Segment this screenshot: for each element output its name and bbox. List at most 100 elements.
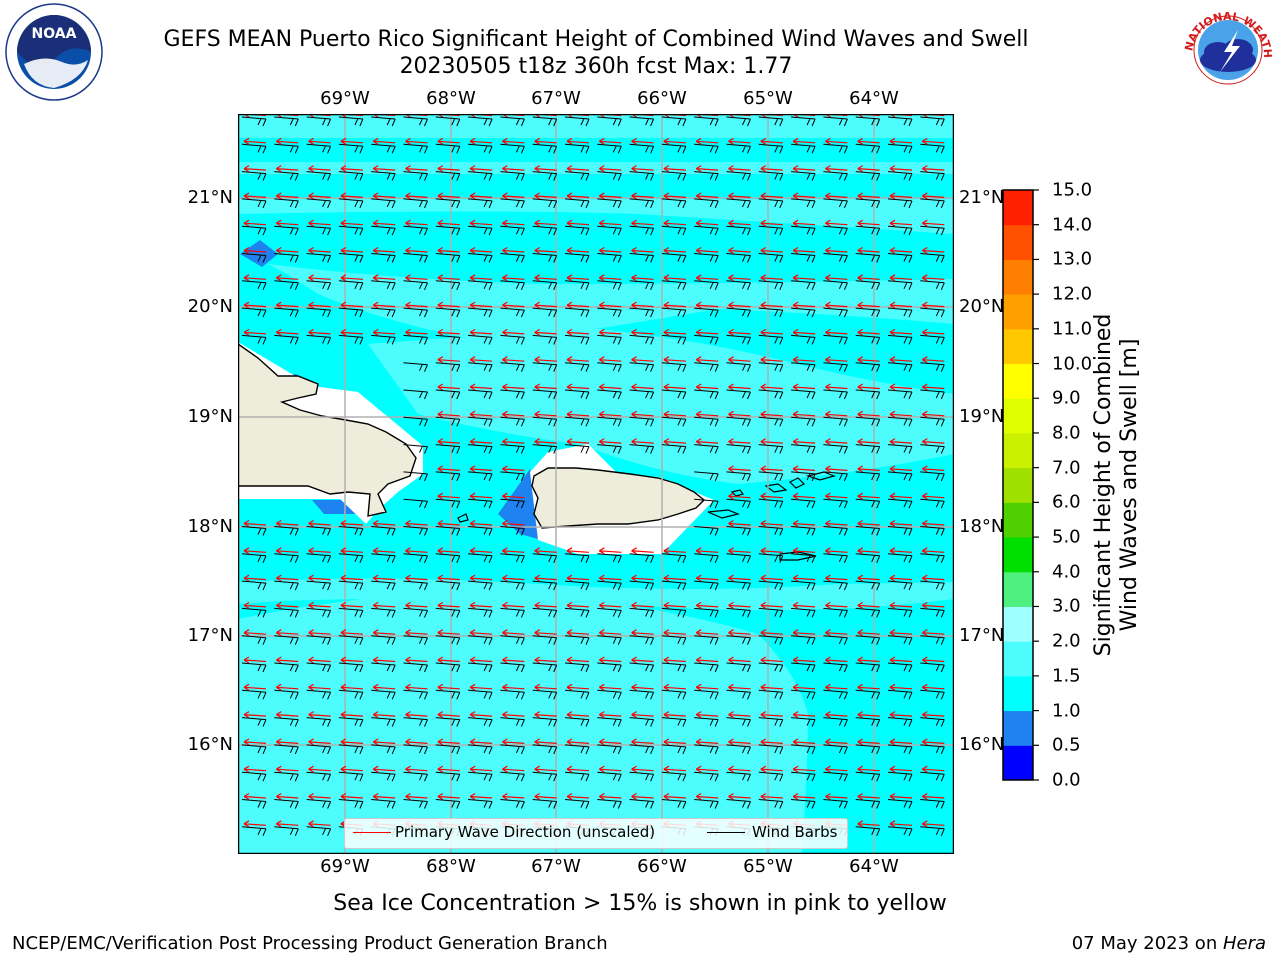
- wave-direction-arrow: [921, 519, 945, 528]
- wind-barb: [306, 771, 332, 782]
- wind-barb: [306, 307, 332, 318]
- wind-barb: [920, 580, 945, 591]
- wind-barb: [500, 553, 525, 563]
- wave-direction-arrow: [889, 820, 913, 828]
- wave-direction-arrow: [825, 711, 848, 719]
- wave-direction-arrow: [857, 629, 880, 637]
- wind-barb: [532, 171, 558, 181]
- wave-direction-arrow: [598, 410, 622, 418]
- wave-direction-arrow: [469, 246, 493, 255]
- wave-direction-arrow: [728, 656, 751, 664]
- wind-barb: [532, 198, 558, 209]
- wind-barb: [371, 744, 396, 755]
- colorbar-tick-label: 8.0: [1052, 422, 1081, 444]
- wind-barb: [758, 744, 784, 755]
- wave-direction-arrow: [889, 246, 913, 255]
- wind-barb: [855, 689, 881, 700]
- wave-direction-arrow: [275, 711, 299, 719]
- colorbar-title-line1: Significant Height of Combined: [1091, 313, 1116, 657]
- wave-direction-arrow: [921, 219, 945, 227]
- wave-direction-arrow: [728, 192, 751, 200]
- wind-barb: [823, 744, 848, 755]
- wave-direction-arrow: [695, 383, 719, 391]
- wind-barb: [758, 799, 784, 809]
- wind-barb: [274, 253, 299, 263]
- wave-direction-arrow: [308, 301, 331, 309]
- wave-direction-arrow: [469, 547, 493, 555]
- wind-barb: [403, 580, 428, 591]
- footer-host: Hera: [1222, 933, 1266, 954]
- wind-barb: [403, 717, 428, 727]
- wind-barb: [791, 143, 816, 154]
- wind-barb: [887, 744, 913, 755]
- wind-barb: [468, 498, 493, 509]
- wave-direction-arrow: [437, 301, 460, 309]
- wind-barb: [500, 689, 525, 700]
- wave-direction-arrow: [566, 383, 590, 391]
- wave-direction-arrow: [631, 738, 654, 746]
- wave-direction-arrow: [308, 820, 331, 828]
- wave-direction-arrow: [372, 328, 396, 336]
- wind-barb: [241, 635, 267, 645]
- wind-barb: [726, 143, 751, 154]
- wind-barb: [887, 171, 913, 181]
- wind-barb: [823, 771, 848, 782]
- wave-direction-arrow: [889, 137, 913, 145]
- wave-direction-arrow: [534, 629, 557, 637]
- wind-barb: [435, 198, 461, 209]
- wave-direction-arrow: [340, 738, 363, 746]
- wind-barb: [758, 526, 784, 536]
- wave-direction-arrow: [372, 219, 396, 227]
- wave-direction-arrow: [275, 192, 299, 200]
- wave-direction-arrow: [243, 792, 267, 801]
- wave-direction-arrow: [663, 301, 686, 309]
- lon-label-top: 67°W: [531, 88, 581, 109]
- wave-direction-arrow: [663, 165, 686, 173]
- wind-barb: [887, 334, 913, 345]
- wind-barb: [403, 744, 428, 755]
- wind-barb: [694, 717, 719, 727]
- wave-direction-arrow: [502, 219, 525, 227]
- wind-barb: [758, 225, 784, 236]
- wave-direction-arrow: [598, 547, 622, 555]
- wave-direction-arrow: [921, 765, 945, 773]
- wind-barb: [726, 471, 751, 482]
- wave-direction-arrow: [631, 410, 654, 418]
- colorbar-segment: [1003, 710, 1033, 746]
- wind-barb: [274, 280, 299, 290]
- wind-barb: [500, 471, 525, 482]
- wind-barb: [403, 334, 428, 345]
- wave-direction-arrow: [437, 492, 460, 500]
- wind-barb: [791, 744, 816, 755]
- wave-direction-arrow: [921, 301, 945, 309]
- wave-direction-arrow: [502, 465, 525, 473]
- wave-direction-arrow: [534, 547, 557, 555]
- wind-barb: [823, 717, 848, 727]
- wind-barb: [597, 689, 622, 700]
- wind-barb: [855, 307, 881, 318]
- wind-barb: [371, 143, 396, 154]
- wind-barb: [661, 280, 687, 290]
- wind-barb: [823, 662, 848, 673]
- wave-direction-arrow: [631, 574, 654, 582]
- wind-barb: [338, 689, 364, 700]
- wave-direction-arrow: [792, 383, 816, 391]
- wave-direction-arrow: [857, 192, 880, 200]
- wind-barb: [855, 526, 881, 536]
- wind-barb: [726, 334, 751, 345]
- wave-direction-arrow: [598, 629, 622, 637]
- wind-barb: [791, 635, 816, 645]
- wave-direction-arrow: [663, 438, 686, 446]
- wave-direction-arrow: [921, 165, 945, 173]
- wind-barb: [338, 580, 364, 591]
- colorbar-tick-label: 3.0: [1052, 595, 1081, 617]
- wave-direction-arrow: [663, 356, 686, 364]
- wind-barb: [758, 280, 784, 290]
- wind-barb: [564, 553, 590, 563]
- wind-barb: [629, 444, 655, 454]
- wave-direction-arrow: [921, 711, 945, 719]
- wave-direction-arrow: [340, 711, 363, 719]
- wave-direction-arrow: [728, 547, 751, 555]
- colorbar-segment: [1003, 328, 1033, 365]
- wave-direction-arrow: [792, 219, 816, 227]
